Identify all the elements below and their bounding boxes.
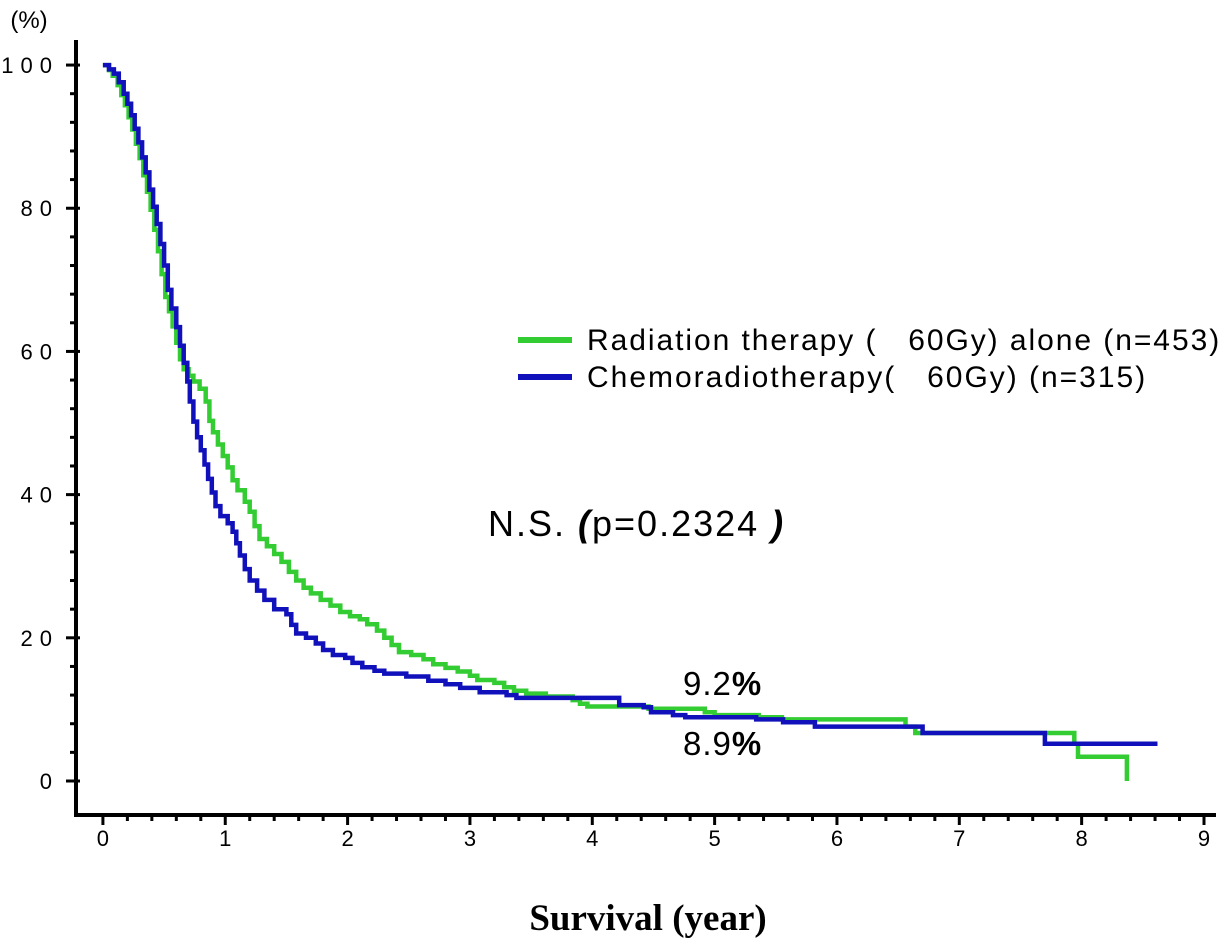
p-value: p=0.2324 bbox=[592, 503, 759, 544]
x-tick-label: 8 bbox=[1076, 826, 1088, 851]
y-axis-label: (%) bbox=[10, 7, 47, 34]
five-year-rate-value: 9.2 bbox=[683, 665, 732, 702]
y-tick-label: 0 bbox=[40, 769, 59, 794]
five-year-rate-value: 8.9 bbox=[683, 725, 732, 762]
significance-annotation: N.S. (p=0.2324) bbox=[488, 503, 785, 544]
x-tick-label: 2 bbox=[341, 826, 353, 851]
percent-sign: % bbox=[732, 665, 762, 702]
legend-label-radiation-therapy: Radiation therapy ( 60Gy) alone (n=453) bbox=[587, 324, 1221, 357]
significance-open-paren: ( bbox=[578, 503, 594, 544]
y-tick-label: 80 bbox=[21, 196, 59, 221]
y-tick-label: 20 bbox=[21, 626, 59, 651]
y-tick-label: 100 bbox=[1, 53, 59, 78]
x-axis-label: Survival (year) bbox=[529, 898, 766, 939]
significance-label: N.S. bbox=[488, 503, 578, 544]
x-axis-ticks: 0 1 2 3 4 5 6 7 8 9 bbox=[97, 815, 1210, 851]
x-tick-label: 6 bbox=[831, 826, 843, 851]
y-tick-label: 40 bbox=[21, 483, 59, 508]
plot-series bbox=[102, 62, 1158, 781]
x-tick-label: 7 bbox=[953, 826, 965, 851]
x-tick-label: 5 bbox=[708, 826, 720, 851]
five-year-rate-chemoradiotherapy: 8.9% bbox=[683, 725, 762, 762]
series-line-radiation-therapy bbox=[102, 62, 1130, 781]
legend: Radiation therapy ( 60Gy) alone (n=453) … bbox=[518, 324, 1221, 394]
y-axis-ticks: 0 20 40 60 80 100 bbox=[1, 53, 80, 794]
x-tick-label: 3 bbox=[464, 826, 476, 851]
legend-label-chemoradiotherapy: Chemoradiotherapy( 60Gy) (n=315) bbox=[587, 361, 1147, 394]
percent-sign: % bbox=[732, 725, 762, 762]
x-tick-label: 9 bbox=[1198, 826, 1210, 851]
x-tick-label: 4 bbox=[586, 826, 598, 851]
x-tick-label: 1 bbox=[219, 826, 231, 851]
five-year-rate-radiation-therapy: 9.2% bbox=[683, 665, 762, 702]
y-tick-label: 60 bbox=[21, 339, 59, 364]
significance-close-paren: ) bbox=[767, 503, 785, 544]
series-line-chemoradiotherapy bbox=[102, 62, 1158, 747]
x-tick-label: 0 bbox=[97, 826, 109, 851]
